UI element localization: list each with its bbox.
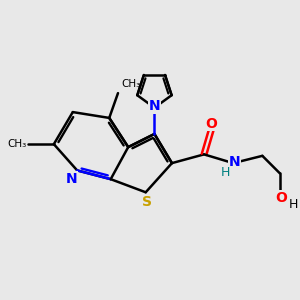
Text: CH₃: CH₃ xyxy=(7,139,26,149)
Text: H: H xyxy=(288,198,298,211)
Text: N: N xyxy=(229,155,241,169)
Text: O: O xyxy=(206,117,217,131)
Text: O: O xyxy=(275,191,287,205)
Text: CH₃: CH₃ xyxy=(122,79,141,89)
Text: N: N xyxy=(148,99,160,113)
Text: H: H xyxy=(220,166,230,179)
Text: N: N xyxy=(66,172,78,186)
Text: S: S xyxy=(142,195,152,208)
